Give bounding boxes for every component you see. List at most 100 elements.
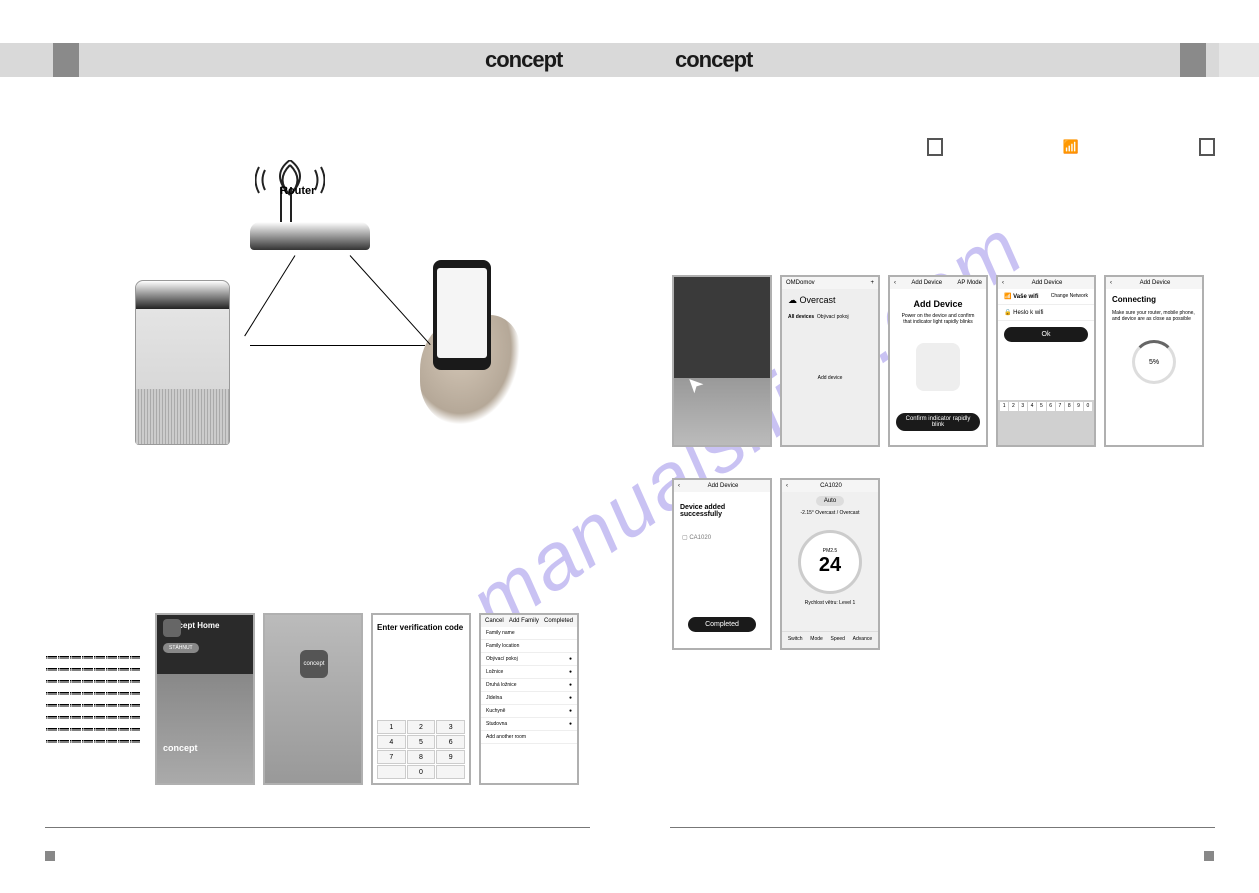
purifier-top xyxy=(136,281,229,309)
thumbnail-success: ‹ Add Device Device added successfully ▢… xyxy=(672,478,772,650)
key xyxy=(377,765,406,779)
thumbnail-wifi-select: ‹ Add Device 📶 Vaše wifi Change Network … xyxy=(996,275,1096,447)
key: 4 xyxy=(377,735,406,749)
thumbnail-device-button: ➤ xyxy=(672,275,772,447)
header-band: concept concept xyxy=(0,43,1259,77)
dial-buttons: Switch Mode Speed Advance xyxy=(782,631,878,646)
cancel-label: Cancel xyxy=(485,618,504,624)
dial-btn: Switch xyxy=(788,636,803,642)
thumbnail-device-control: ‹ CA1020 Auto -2.15° Overcast / Overcast… xyxy=(780,478,880,650)
level-label: Rychlost větru: Level 1 xyxy=(782,600,878,606)
dial-btn: Advance xyxy=(853,636,872,642)
right-icons xyxy=(927,138,1215,156)
keypad: 1 2 3 4 5 6 7 8 9 0 xyxy=(377,720,465,779)
footer-marker-right xyxy=(1204,851,1214,861)
dial-header: ‹ CA1020 xyxy=(782,480,878,492)
key: 2 xyxy=(407,720,436,734)
key: 7 xyxy=(377,750,406,764)
wifi-ssid: Vaše wifi xyxy=(1013,294,1038,300)
thumbnail-room-scene: concept xyxy=(263,613,363,785)
plus-icon: + xyxy=(870,280,874,286)
add-device-body: Add Device Power on the device and confi… xyxy=(890,289,986,445)
tab-room: Obývací pokoj xyxy=(817,314,849,320)
brand-right: concept xyxy=(675,47,752,73)
key: 9 xyxy=(436,750,465,764)
diagram-line xyxy=(250,345,425,346)
wifi-password-row: 🔒 Heslo k wifi xyxy=(998,305,1094,321)
room-item: Ložnice xyxy=(486,669,503,675)
mode-pill: Auto xyxy=(816,496,844,506)
kbd-key: 5 xyxy=(1037,402,1045,411)
dial-circle: PM2.5 24 xyxy=(798,530,862,594)
air-purifier-illustration xyxy=(135,280,230,445)
kbd-key: 7 xyxy=(1056,402,1064,411)
completed-button: Completed xyxy=(688,617,756,632)
progress-percent: 5% xyxy=(1149,359,1159,366)
home-name: OMDomov xyxy=(786,280,815,286)
header-title: Add Device xyxy=(1140,280,1171,286)
progress-spinner: 5% xyxy=(1132,340,1176,384)
thumbnail-row-1: Concept Home STÁHNUT concept concept Ent… xyxy=(155,613,579,785)
app-icon xyxy=(163,619,181,637)
room-item: Studovna xyxy=(486,721,507,727)
room-item: Kuchyně xyxy=(486,708,505,714)
qr-code xyxy=(45,655,140,750)
header-title: Add Device xyxy=(911,280,942,286)
purifier-grille xyxy=(136,389,229,444)
thumbnail-row-2: ➤ OMDomov + ☁ Overcast All devices Obýva… xyxy=(672,275,1204,447)
weather-label: Overcast xyxy=(800,295,836,305)
app-icon-overlay: concept xyxy=(300,650,328,678)
change-network: Change Network xyxy=(1051,293,1088,299)
connecting-title: Connecting xyxy=(1106,289,1202,310)
device-name: ▢ CA1020 xyxy=(674,530,770,545)
power-button-icon xyxy=(1199,138,1215,156)
dial-btn: Speed xyxy=(831,636,845,642)
router-label: Router xyxy=(280,185,315,197)
family-header: Cancel Add Family Completed xyxy=(481,615,577,627)
thumbnail-home: OMDomov + ☁ Overcast All devices Obývací… xyxy=(780,275,880,447)
phone-screen xyxy=(437,268,487,358)
wifi-header: ‹ Add Device xyxy=(998,277,1094,289)
connecting-subtitle: Make sure your router, mobile phone, and… xyxy=(1106,310,1202,322)
connecting-header: ‹ Add Device xyxy=(1106,277,1202,289)
thumbnail-add-family: Cancel Add Family Completed Family name … xyxy=(479,613,579,785)
key: 0 xyxy=(407,765,436,779)
kbd-key: 0 xyxy=(1084,402,1092,411)
kbd-key: 4 xyxy=(1028,402,1036,411)
footer-rule-right xyxy=(670,827,1215,828)
success-header: ‹ Add Device xyxy=(674,480,770,492)
done-label: Completed xyxy=(544,618,573,624)
diagram-line xyxy=(350,255,431,345)
header-title: Add Device xyxy=(708,483,739,489)
diagram-line xyxy=(244,255,295,336)
phone-in-hand-illustration xyxy=(425,260,525,430)
key: 8 xyxy=(407,750,436,764)
dial-btn: Mode xyxy=(810,636,823,642)
header-accent-right xyxy=(1180,43,1206,77)
device-placeholder-icon xyxy=(916,343,960,391)
wifi-password-label: Heslo k wifi xyxy=(1013,310,1043,316)
key: 1 xyxy=(377,720,406,734)
thumbnail-row-3: ‹ Add Device Device added successfully ▢… xyxy=(672,478,880,650)
wifi-icon xyxy=(1063,138,1079,156)
verification-title: Enter verification code xyxy=(373,615,469,636)
keyboard: 1 2 3 4 5 6 7 8 9 0 xyxy=(998,400,1094,445)
thumbnail-app-store: Concept Home STÁHNUT concept xyxy=(155,613,255,785)
phone-icon xyxy=(433,260,491,370)
wifi-ssid-row: 📶 Vaše wifi Change Network xyxy=(998,289,1094,305)
room-item: Obývací pokoj xyxy=(486,656,518,662)
add-device-title: Add Device xyxy=(896,299,980,309)
router-body xyxy=(250,222,370,250)
key: 6 xyxy=(436,735,465,749)
room-item: Jídelna xyxy=(486,695,502,701)
key xyxy=(436,765,465,779)
connection-diagram: Router xyxy=(135,160,535,440)
temp-label: -2.15° Overcast / Overcast xyxy=(782,510,878,516)
room-item: Druhá ložnice xyxy=(486,682,517,688)
key: 3 xyxy=(436,720,465,734)
home-header: OMDomov + xyxy=(782,277,878,289)
title-label: Add Family xyxy=(509,618,539,624)
arrow-icon: ➤ xyxy=(680,370,710,400)
download-button: STÁHNUT xyxy=(163,643,199,653)
add-room-label: Add another room xyxy=(486,734,526,740)
